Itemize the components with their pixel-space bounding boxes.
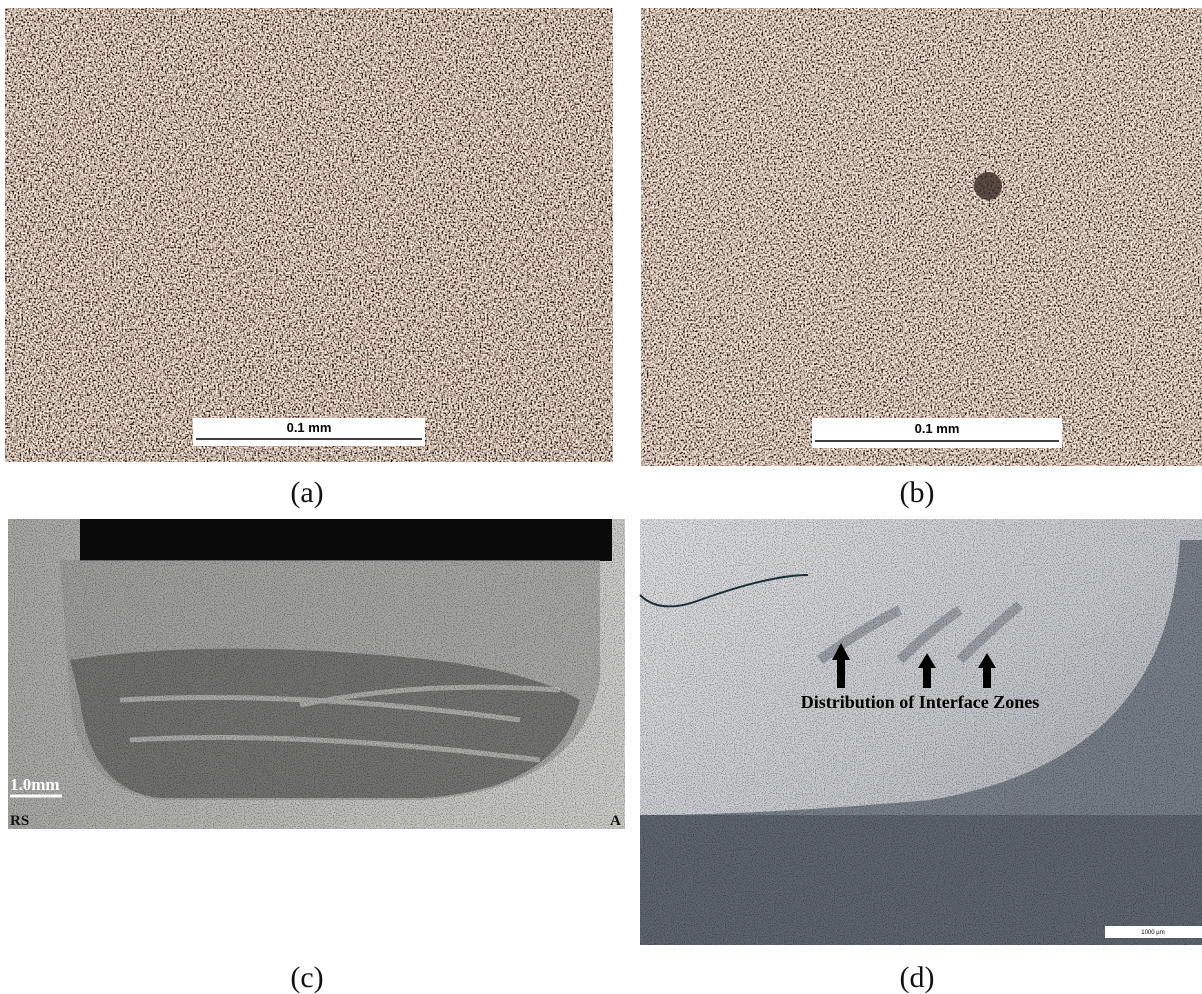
panel-label: (b)	[900, 476, 935, 509]
figure: 0.1 mm (a) 0.1 mm (b) 1.0mm RS A (c) D	[0, 0, 1202, 994]
scale-label: 1.0mm	[10, 775, 60, 794]
annotation: Distribution of Interface Zones	[801, 692, 1039, 712]
scale-label: 1000 µm	[1141, 930, 1164, 936]
micrograph	[641, 8, 1202, 466]
panel-d: Distribution of Interface Zones 1000 µm …	[640, 519, 1202, 994]
side-label: RS	[10, 813, 29, 829]
panel-label: (d)	[900, 961, 935, 994]
panel-label: (a)	[290, 476, 323, 509]
side-label: A	[610, 813, 621, 829]
panel-b: 0.1 mm (b)	[641, 8, 1202, 509]
grain	[640, 519, 1202, 945]
grain	[8, 519, 625, 829]
panel-label: (c)	[290, 961, 323, 994]
panel-a: 0.1 mm (a)	[5, 8, 613, 509]
micrograph	[5, 8, 613, 462]
panel-c: 1.0mm RS A (c)	[8, 519, 625, 994]
scale-label: 0.1 mm	[287, 420, 332, 435]
scale-label: 0.1 mm	[915, 421, 960, 436]
defect	[974, 172, 1002, 200]
